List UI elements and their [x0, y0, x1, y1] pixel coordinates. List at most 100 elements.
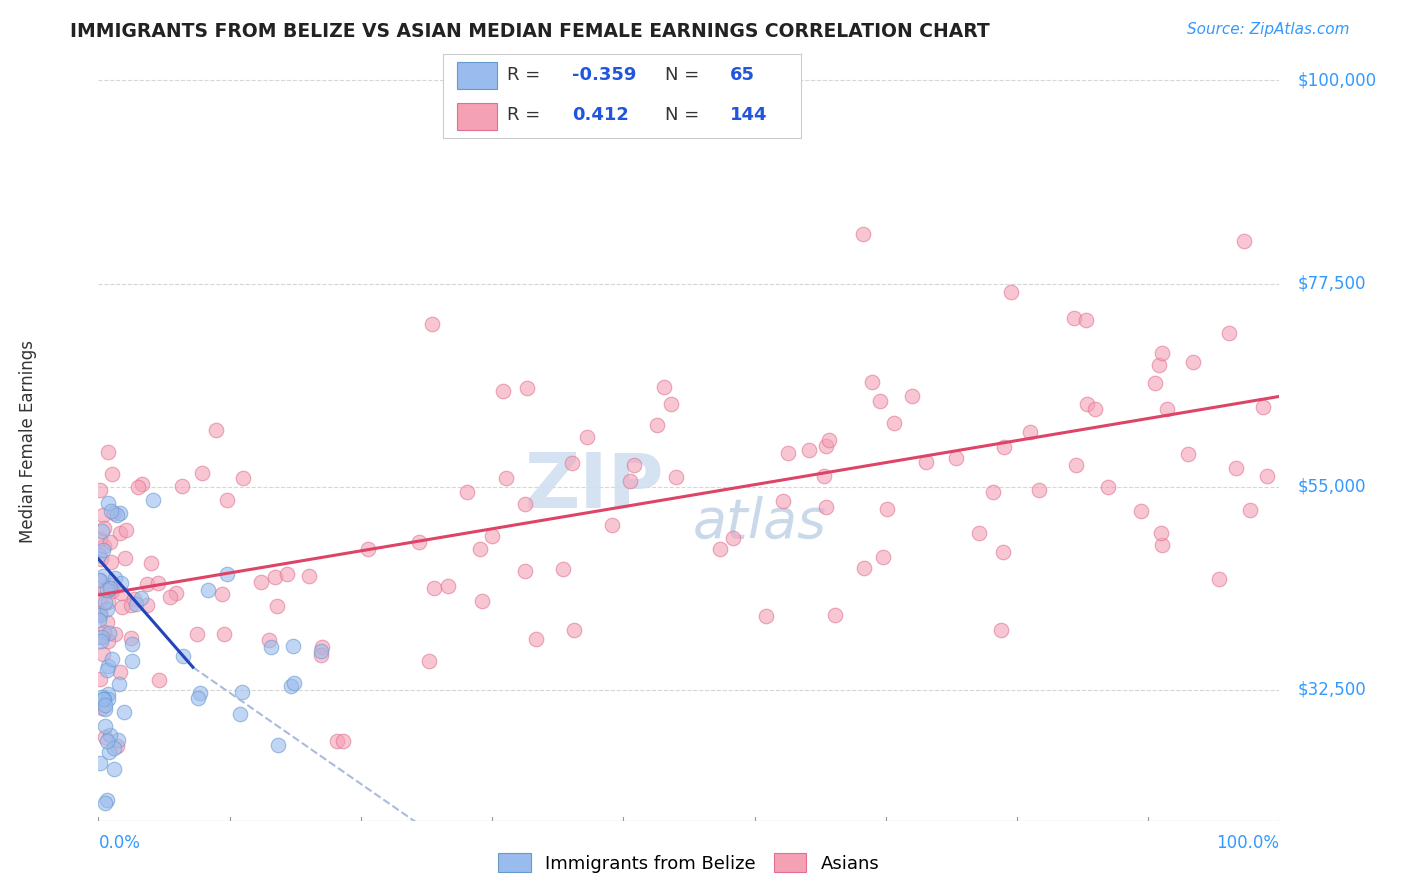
Point — [813, 468, 835, 483]
Point — [280, 679, 302, 693]
Point — [91, 508, 114, 523]
Bar — [457, 62, 496, 89]
Text: ZIP: ZIP — [524, 450, 664, 524]
Point — [89, 631, 111, 645]
Point — [89, 548, 111, 562]
Point — [665, 470, 688, 484]
Point — [418, 654, 440, 668]
Point — [259, 640, 281, 654]
Point — [93, 521, 115, 535]
Point — [129, 591, 152, 605]
Point — [457, 485, 479, 500]
Point — [131, 477, 153, 491]
Point — [136, 598, 159, 612]
Point — [136, 576, 159, 591]
Point — [860, 375, 883, 389]
Point — [515, 497, 537, 511]
Point — [267, 739, 290, 753]
Point — [96, 792, 118, 806]
Text: $32,500: $32,500 — [1298, 681, 1365, 698]
Point — [1129, 504, 1152, 518]
Point — [127, 480, 149, 494]
Point — [516, 381, 538, 395]
Point — [1143, 376, 1166, 391]
Point — [257, 633, 280, 648]
Point — [1076, 397, 1098, 411]
Point — [165, 586, 187, 600]
Point — [283, 675, 305, 690]
Text: -0.359: -0.359 — [572, 66, 637, 84]
Point — [1074, 312, 1097, 326]
Point — [121, 654, 143, 668]
Point — [108, 506, 131, 520]
Point — [100, 503, 122, 517]
Point — [1177, 447, 1199, 461]
Point — [471, 593, 494, 607]
Point — [1156, 402, 1178, 417]
Point — [89, 607, 111, 622]
Point — [814, 500, 837, 515]
Point — [97, 687, 120, 701]
Point — [89, 673, 111, 687]
Text: R =: R = — [508, 105, 541, 123]
Point — [513, 564, 536, 578]
Point — [122, 592, 145, 607]
Point — [186, 627, 208, 641]
Point — [110, 586, 132, 600]
Point — [436, 579, 458, 593]
Point — [524, 632, 547, 646]
Point — [205, 423, 228, 437]
Point — [1233, 235, 1256, 249]
Point — [120, 631, 142, 645]
Point — [993, 440, 1015, 454]
Point — [298, 569, 321, 583]
Point — [101, 467, 124, 481]
Point — [111, 599, 134, 614]
Point — [197, 582, 219, 597]
Point — [103, 571, 125, 585]
Text: Median Female Earnings: Median Female Earnings — [18, 340, 37, 543]
Point — [104, 627, 127, 641]
Point — [94, 701, 117, 715]
Point — [94, 582, 117, 596]
Point — [105, 508, 128, 522]
Point — [1152, 538, 1174, 552]
Point — [89, 574, 111, 588]
Point — [159, 590, 181, 604]
Point — [108, 665, 131, 680]
Point — [93, 718, 115, 732]
Point — [100, 581, 122, 595]
Point — [91, 648, 114, 662]
Point — [645, 418, 668, 433]
Point — [98, 578, 121, 592]
Point — [709, 542, 731, 557]
Point — [869, 393, 891, 408]
Point — [93, 625, 115, 640]
Point — [91, 701, 114, 715]
Point — [852, 561, 875, 575]
Point — [187, 691, 209, 706]
Point — [89, 483, 111, 497]
Text: N =: N = — [665, 105, 699, 123]
Point — [96, 663, 118, 677]
Point — [103, 506, 125, 520]
Point — [1064, 458, 1087, 472]
Point — [1084, 402, 1107, 417]
Point — [659, 396, 682, 410]
Text: R =: R = — [508, 66, 541, 84]
Point — [1028, 483, 1050, 497]
Point — [326, 734, 349, 748]
Point — [96, 583, 118, 598]
Point — [110, 575, 132, 590]
Point — [90, 552, 112, 566]
Point — [96, 615, 118, 629]
Point — [232, 470, 254, 484]
Point — [1152, 346, 1174, 360]
Point — [495, 471, 517, 485]
Point — [172, 649, 194, 664]
Point — [100, 583, 122, 598]
Point — [229, 706, 252, 721]
Point — [97, 691, 120, 706]
Point — [797, 443, 820, 458]
Point — [1251, 401, 1274, 415]
